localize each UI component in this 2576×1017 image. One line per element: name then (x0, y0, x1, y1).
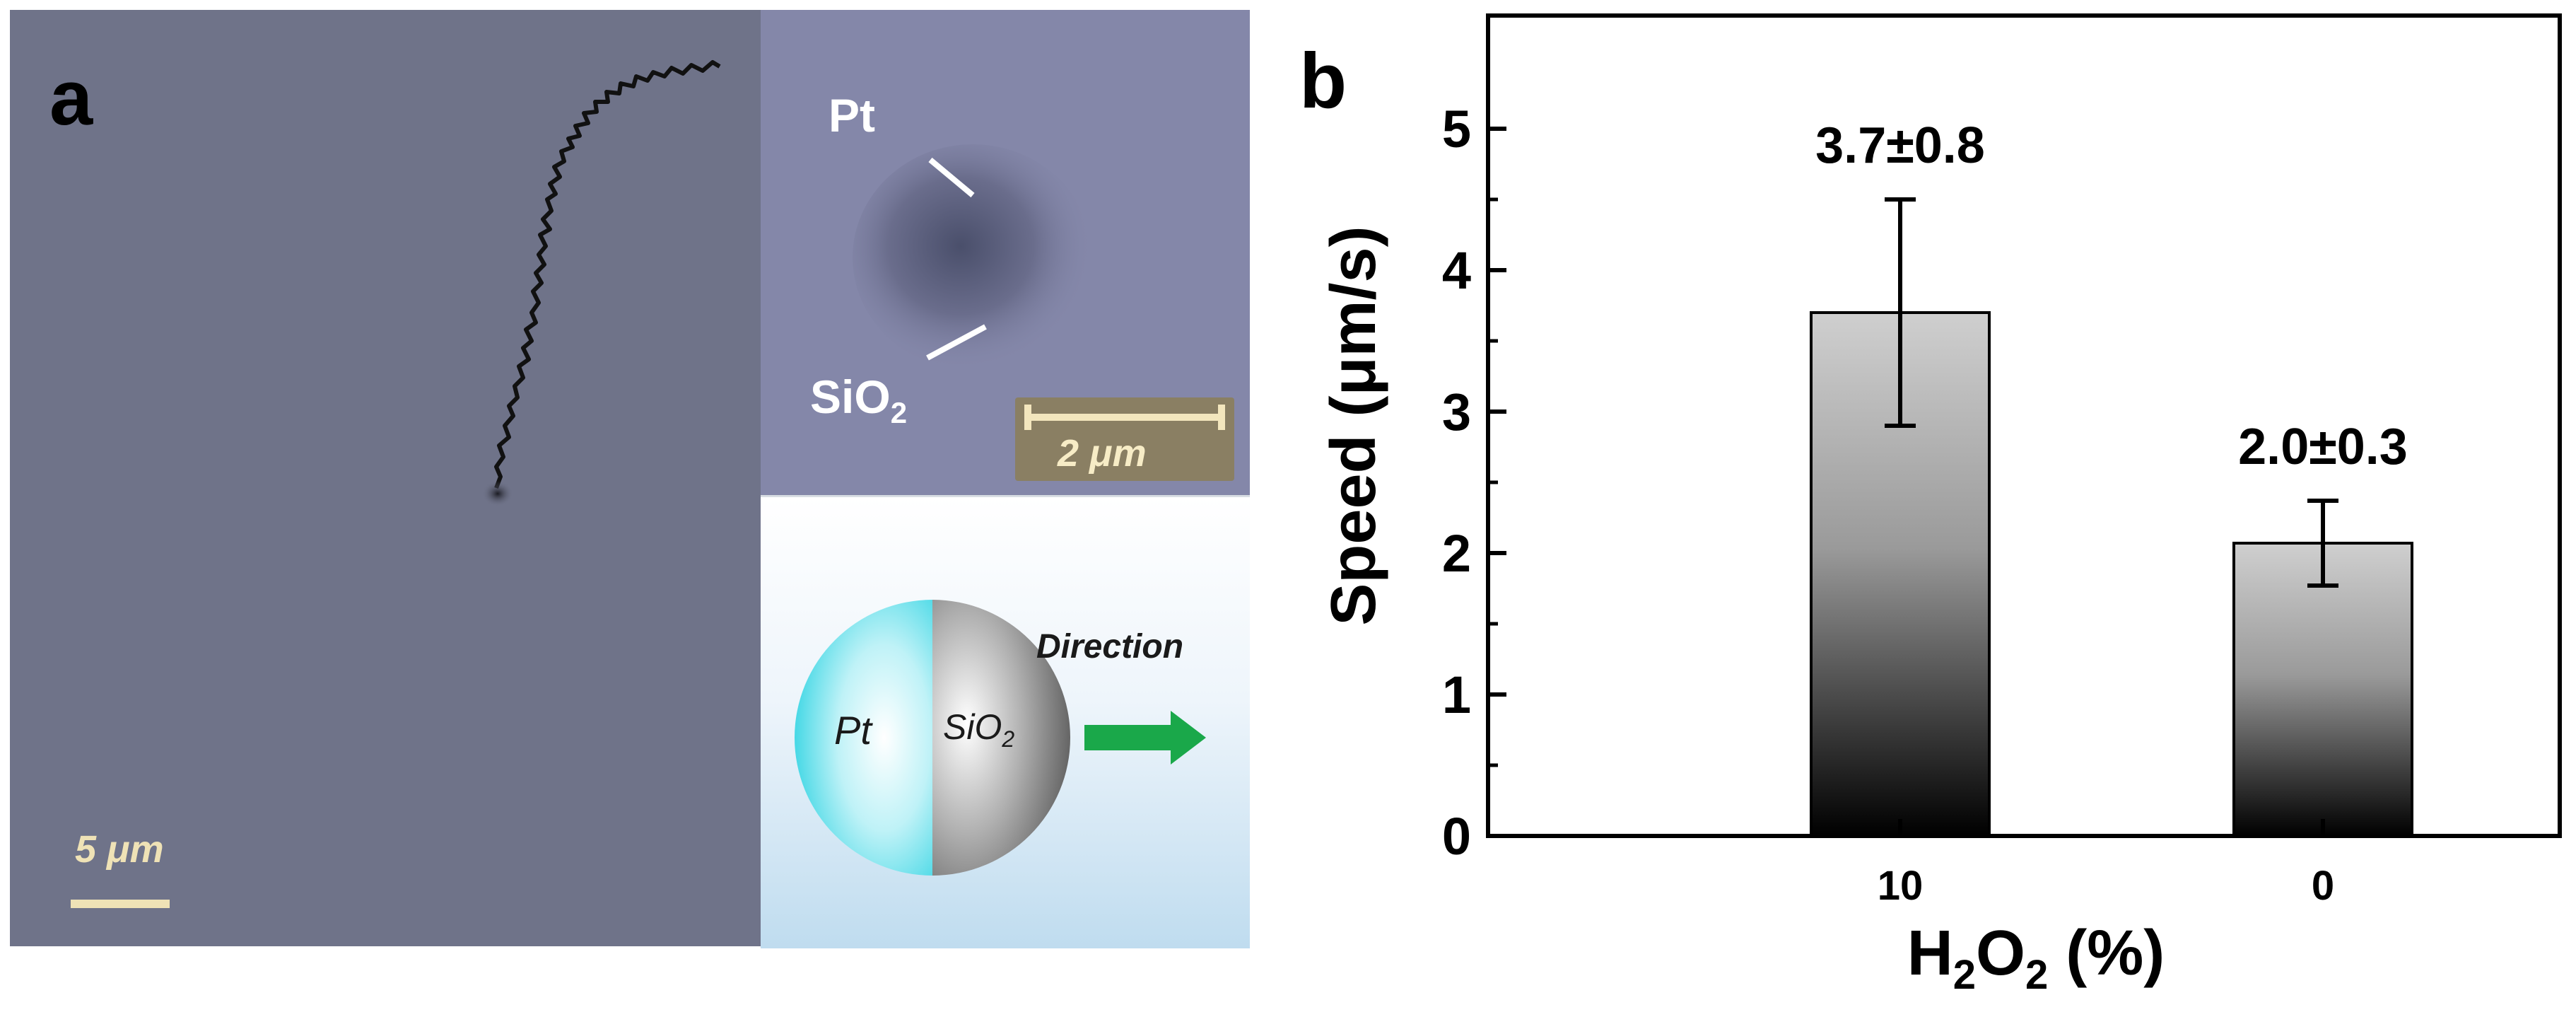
panel-letter-b: b (1299, 37, 1347, 124)
y-tick-label: 0 (1442, 807, 1471, 866)
schematic-label-pt: Pt (834, 708, 872, 752)
panel-letter-a: a (49, 54, 93, 141)
x-axis-title: H2O2 (%) (1907, 918, 2165, 998)
data-label: 2.0±0.3 (2238, 419, 2408, 475)
trajectory-layer (71, 60, 721, 908)
scale-bar-inset (1024, 405, 1225, 430)
janus-schematic: Pt SiO2 Direction (761, 495, 1250, 948)
schematic-label-sio2: SiO2 (943, 707, 1015, 752)
direction-arrow (1084, 711, 1206, 765)
inset-drawing (853, 144, 1093, 371)
micrograph-main: 5 μm (10, 10, 761, 946)
scale-box-inset: 2 μm (1015, 397, 1234, 481)
y-tick-label: 4 (1442, 241, 1471, 300)
plot-frame (1486, 13, 2562, 838)
schematic-label-direction: Direction (1036, 628, 1184, 666)
y-axis: 0 1 2 3 4 5 (1442, 100, 1506, 866)
scale-bar-main (71, 900, 170, 908)
scale-label-main: 5 μm (75, 828, 164, 871)
scale-label-inset: 2 μm (1058, 432, 1147, 475)
y-tick-label: 2 (1442, 524, 1471, 583)
y-tick-label: 1 (1442, 666, 1471, 724)
x-tick-label: 10 (1878, 863, 1924, 909)
micrograph-inset: Pt SiO2 2 μm (761, 10, 1250, 495)
y-tick-label: 3 (1442, 383, 1471, 441)
data-label: 3.7±0.8 (1815, 117, 1985, 174)
particle-trajectory (494, 60, 721, 489)
inset-label-sio2: SiO2 (810, 371, 908, 430)
pt-pointer (928, 157, 975, 198)
x-axis: 10 0 (1878, 819, 2334, 909)
schematic-drawing (795, 600, 1206, 876)
inset-label-pt: Pt (829, 89, 875, 141)
sio2-hemisphere (932, 600, 1070, 876)
x-tick-label: 0 (2312, 863, 2334, 909)
particle (482, 481, 513, 506)
janus-particle-image (853, 144, 1093, 371)
y-tick-label: 5 (1442, 100, 1471, 158)
sio2-pointer (926, 324, 987, 361)
pt-hemisphere (795, 600, 932, 876)
bar (2232, 542, 2413, 837)
y-axis-title: Speed (μm/s) (1318, 226, 1389, 625)
bars-group: 3.7±0.8 2.0±0.3 (1810, 117, 2413, 837)
